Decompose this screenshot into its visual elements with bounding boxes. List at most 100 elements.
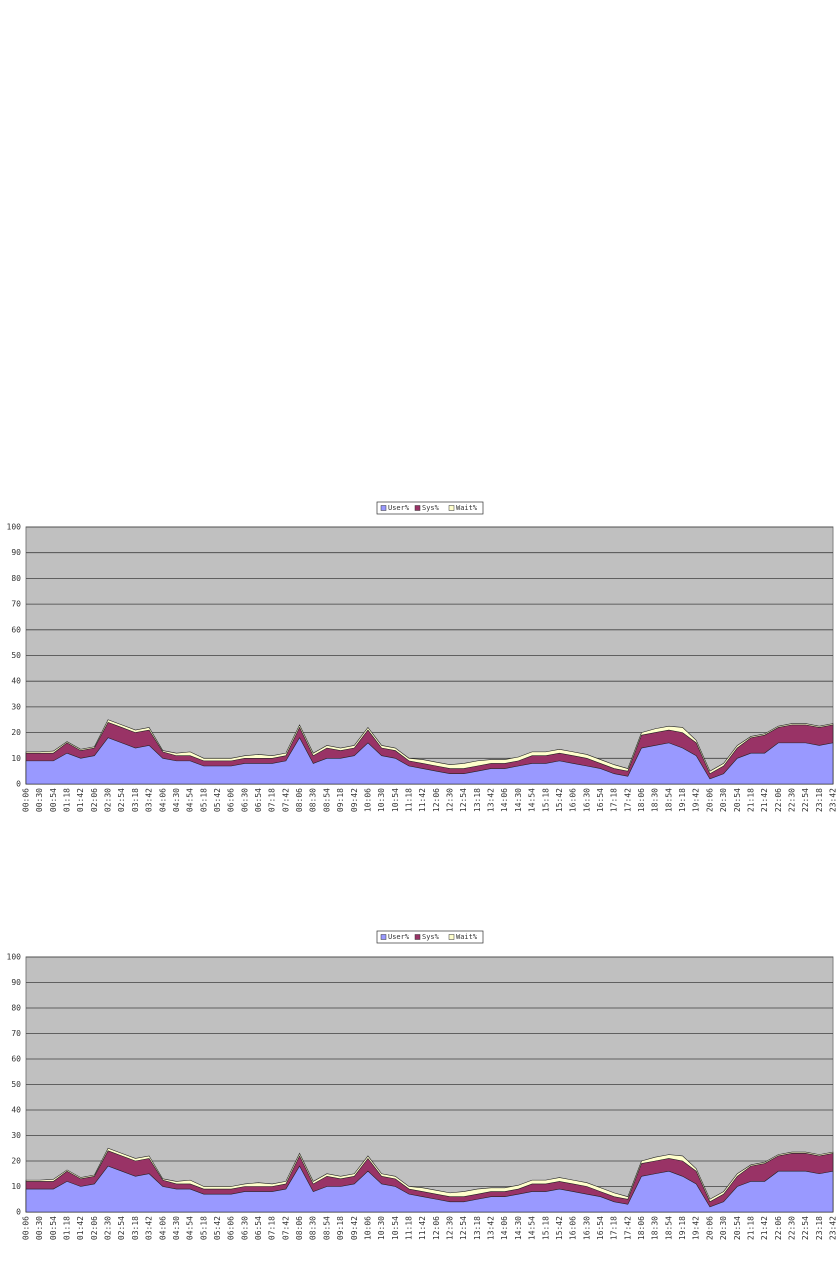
x-tick-label: 18:30: [651, 788, 660, 812]
y-tick-label: 0: [16, 1208, 21, 1217]
x-tick-label: 04:54: [186, 1216, 195, 1240]
x-tick-label: 12:06: [432, 1216, 441, 1240]
y-tick-label: 10: [11, 1182, 21, 1191]
x-tick-label: 10:54: [391, 1216, 400, 1240]
x-tick-label: 03:42: [145, 788, 154, 812]
x-tick-label: 19:42: [692, 1216, 701, 1240]
x-tick-label: 10:06: [363, 1216, 372, 1240]
x-tick-label: 14:30: [514, 788, 523, 812]
x-tick-label: 08:54: [322, 788, 331, 812]
x-tick-label: 13:42: [487, 788, 496, 812]
x-tick-label: 02:06: [90, 1216, 99, 1240]
x-tick-label: 16:30: [582, 1216, 591, 1240]
x-tick-label: 07:42: [281, 788, 290, 812]
area: [25, 737, 834, 785]
x-tick-label: 01:18: [63, 1216, 72, 1240]
x-tick-label: 23:18: [815, 788, 824, 812]
x-tick-label: 03:18: [131, 788, 140, 812]
x-tick-label: 05:42: [213, 788, 222, 812]
x-tick-label: 23:18: [815, 1216, 824, 1240]
x-tick-label: 03:42: [145, 1216, 154, 1240]
x-tick-label: 14:54: [528, 1216, 537, 1240]
legend-swatch: [414, 934, 421, 940]
x-tick-label: 10:30: [377, 1216, 386, 1240]
x-tick-label: 06:30: [240, 788, 249, 812]
x-tick-label: 23:42: [829, 1216, 837, 1240]
x-tick-label: 16:30: [582, 788, 591, 812]
y-tick-label: 10: [11, 754, 21, 763]
y-tick-label: 40: [11, 1106, 21, 1115]
x-tick-label: 13:42: [487, 1216, 496, 1240]
legend-label: Wait%: [456, 504, 478, 512]
x-tick-label: 09:18: [336, 1216, 345, 1240]
x-tick-label: 04:30: [172, 1216, 181, 1240]
x-tick-label: 18:30: [651, 1216, 660, 1240]
x-tick-label: 20:30: [719, 788, 728, 812]
x-tick-label: 16:54: [596, 788, 605, 812]
x-tick-label: 20:54: [733, 788, 742, 812]
x-tick-label: 21:42: [760, 1216, 769, 1240]
x-tick-label: 01:18: [63, 788, 72, 812]
legend-label: Wait%: [456, 933, 478, 941]
y-tick-label: 90: [11, 978, 21, 987]
x-tick-label: 22:54: [801, 788, 810, 812]
x-tick-label: 08:30: [309, 1216, 318, 1240]
y-tick-label: 70: [11, 1029, 21, 1038]
y-tick-label: 20: [11, 1157, 21, 1166]
x-tick-label: 21:18: [746, 788, 755, 812]
x-tick-label: 11:18: [404, 1216, 413, 1240]
x-tick-label: 18:54: [664, 788, 673, 812]
y-tick-label: 80: [11, 1004, 21, 1013]
x-tick-label: 10:06: [363, 788, 372, 812]
y-tick-label: 30: [11, 702, 21, 711]
x-tick-label: 20:30: [719, 1216, 728, 1240]
x-tick-label: 00:06: [22, 1216, 31, 1240]
x-tick-label: 22:06: [774, 788, 783, 812]
x-tick-label: 07:18: [268, 788, 277, 812]
x-tick-label: 05:18: [199, 1216, 208, 1240]
x-tick-label: 12:30: [446, 1216, 455, 1240]
x-tick-label: 14:06: [500, 788, 509, 812]
x-tick-label: 17:18: [610, 1216, 619, 1240]
x-tick-label: 18:06: [637, 1216, 646, 1240]
x-tick-label: 15:18: [541, 788, 550, 812]
x-tick-label: 22:30: [787, 788, 796, 812]
x-tick-label: 19:18: [678, 788, 687, 812]
x-tick-label: 17:42: [623, 788, 632, 812]
y-tick-label: 30: [11, 1131, 21, 1140]
x-tick-label: 07:42: [281, 1216, 290, 1240]
y-tick-label: 60: [11, 1055, 21, 1064]
x-tick-label: 12:54: [459, 788, 468, 812]
x-tick-label: 21:18: [746, 1216, 755, 1240]
x-tick-label: 02:54: [117, 788, 126, 812]
x-tick-label: 02:30: [104, 788, 113, 812]
x-tick-label: 13:18: [473, 1216, 482, 1240]
x-tick-label: 15:18: [541, 1216, 550, 1240]
y-tick-label: 60: [11, 625, 21, 634]
legend: User% Sys% Wait%: [376, 501, 484, 515]
x-tick-label: 06:06: [227, 1216, 236, 1240]
x-tick-label: 00:54: [49, 788, 58, 812]
area: [25, 1165, 834, 1213]
legend-swatch: [448, 934, 455, 940]
x-tick-label: 08:06: [295, 788, 304, 812]
y-tick-label: 80: [11, 574, 21, 583]
legend-label: Sys%: [422, 504, 440, 512]
x-tick-label: 14:06: [500, 1216, 509, 1240]
x-tick-label: 00:30: [35, 1216, 44, 1240]
x-tick-label: 06:30: [240, 1216, 249, 1240]
x-tick-label: 22:54: [801, 1216, 810, 1240]
x-tick-label: 20:06: [705, 788, 714, 812]
x-tick-label: 11:18: [404, 788, 413, 812]
x-tick-label: 17:18: [610, 788, 619, 812]
y-tick-label: 70: [11, 600, 21, 609]
x-tick-label: 05:42: [213, 1216, 222, 1240]
x-tick-label: 04:06: [158, 1216, 167, 1240]
x-tick-label: 01:42: [76, 1216, 85, 1240]
x-tick-label: 00:30: [35, 788, 44, 812]
x-tick-label: 07:18: [268, 1216, 277, 1240]
x-tick-label: 10:30: [377, 788, 386, 812]
x-tick-label: 17:42: [623, 1216, 632, 1240]
legend-swatch: [380, 505, 387, 511]
